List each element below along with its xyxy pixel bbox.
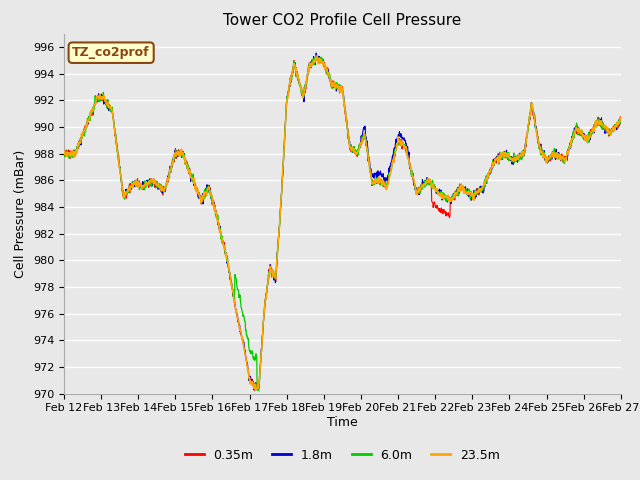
X-axis label: Time: Time xyxy=(327,416,358,429)
Y-axis label: Cell Pressure (mBar): Cell Pressure (mBar) xyxy=(14,149,28,278)
Legend: 0.35m, 1.8m, 6.0m, 23.5m: 0.35m, 1.8m, 6.0m, 23.5m xyxy=(180,444,505,467)
Text: TZ_co2prof: TZ_co2prof xyxy=(72,46,150,59)
Title: Tower CO2 Profile Cell Pressure: Tower CO2 Profile Cell Pressure xyxy=(223,13,461,28)
